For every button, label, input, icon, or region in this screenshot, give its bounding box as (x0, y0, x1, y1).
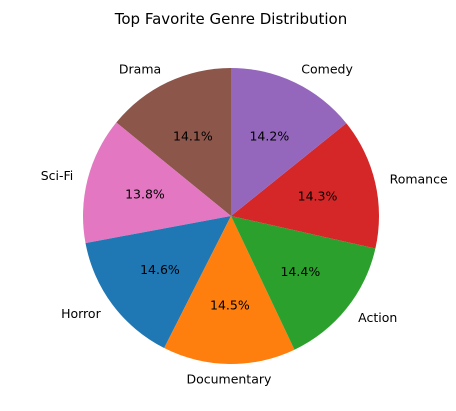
pie-slice-romance (231, 123, 380, 249)
slice-label-drama: Drama (119, 61, 161, 76)
slice-percent-romance: 14.3% (298, 188, 338, 203)
pie-slice-action (231, 216, 376, 350)
slice-percent-drama: 14.1% (173, 128, 213, 143)
slice-percent-comedy: 14.2% (249, 128, 289, 143)
slice-percent-action: 14.4% (280, 264, 320, 279)
slice-label-horror: Horror (61, 306, 101, 321)
pie-slice-comedy (231, 68, 347, 216)
slice-percent-sci-fi: 13.8% (125, 187, 165, 202)
slice-label-comedy: Comedy (301, 62, 353, 77)
slice-label-action: Action (358, 310, 397, 325)
slice-label-sci-fi: Sci-Fi (41, 168, 74, 183)
chart-title: Top Favorite Genre Distribution (114, 10, 348, 28)
slice-label-documentary: Documentary (186, 371, 272, 386)
pie-slices (83, 68, 380, 365)
slice-label-romance: Romance (390, 172, 448, 187)
slice-percent-documentary: 14.5% (210, 297, 250, 312)
pie-slice-sci-fi (83, 122, 231, 244)
pie-slice-documentary (164, 216, 295, 365)
pie-slice-horror (85, 216, 231, 349)
pie-slice-drama (116, 68, 231, 216)
slice-percent-horror: 14.6% (140, 262, 180, 277)
pie-labels: Drama 14.1% Sci-Fi 13.8% Horror 14.6% Document… (41, 61, 448, 386)
